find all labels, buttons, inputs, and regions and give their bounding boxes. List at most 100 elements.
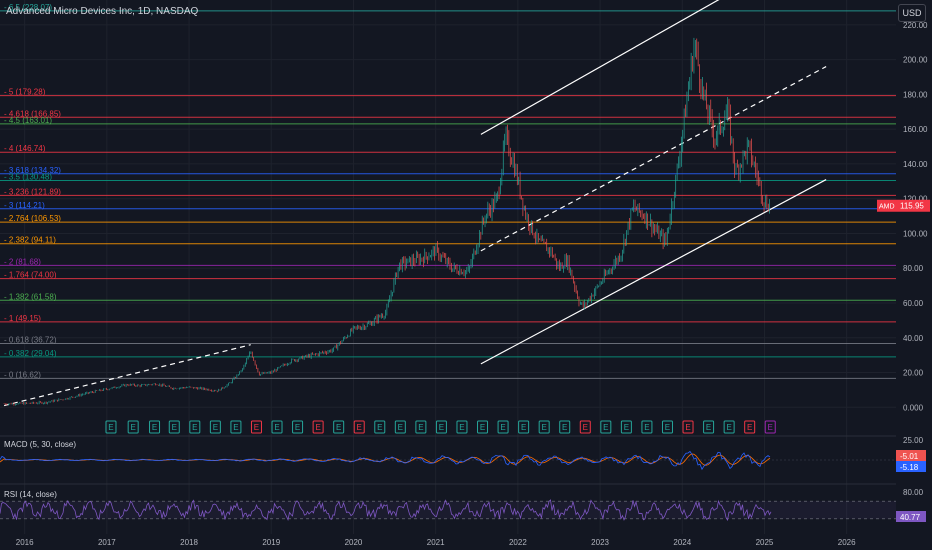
time-axis-tick: 2017 [98, 538, 116, 547]
price-axis-tick: 200.00 [903, 56, 928, 65]
earnings-marker-label: E [357, 423, 362, 432]
fib-level-label: - 4.5 (163.01) [4, 116, 52, 125]
fib-level-label: - 1 (49.15) [4, 314, 41, 323]
rsi-pane: RSI (14, close) [0, 490, 896, 522]
trend-line [480, 66, 827, 252]
currency-button[interactable]: USD [898, 4, 926, 22]
earnings-marker-label: E [706, 423, 711, 432]
earnings-marker-label: E [542, 423, 547, 432]
earnings-marker [292, 420, 304, 434]
earnings-marker-label: E [685, 423, 690, 432]
ticker-tag [877, 199, 896, 212]
earnings-marker [518, 420, 530, 434]
price-candles [3, 37, 771, 406]
fib-level-label: - 2 (81.68) [4, 257, 41, 266]
macd-pane: MACD (5, 30, close) [0, 440, 896, 471]
grid-lines [0, 0, 932, 534]
earnings-marker [538, 420, 550, 434]
time-axis[interactable]: 2016 2017 2018 2019 2020 2021 2022 2023 2024 2025… [0, 534, 932, 550]
price-axis-tick: 20.00 [903, 369, 924, 378]
earnings-marker-label: E [152, 423, 157, 432]
ticker-tag-label: AMD [879, 204, 895, 211]
time-axis-tick: 2022 [509, 538, 527, 547]
earnings-marker [764, 420, 776, 434]
earnings-marker [497, 420, 509, 434]
earnings-marker-label: E [439, 423, 444, 432]
time-axis-tick: 2018 [180, 538, 198, 547]
earnings-marker-label: E [377, 423, 382, 432]
earnings-marker-label: E [768, 423, 773, 432]
price-axis-tick: 60.00 [903, 299, 924, 308]
earnings-marker [477, 420, 489, 434]
earnings-marker [456, 420, 468, 434]
earnings-marker [353, 420, 365, 434]
earnings-marker-label: E [562, 423, 567, 432]
earnings-marker [149, 420, 161, 434]
earnings-marker-label: E [172, 423, 177, 432]
earnings-marker-label: E [521, 423, 526, 432]
earnings-marker-label: E [726, 423, 731, 432]
earnings-marker-label: E [108, 423, 113, 432]
earnings-marker [723, 420, 735, 434]
macd-signal-label: -5.18 [900, 463, 919, 472]
earnings-marker [271, 420, 283, 434]
fib-level-label: - 1.382 (61.58) [4, 292, 57, 301]
earnings-marker [559, 420, 571, 434]
fib-level-label: - 0.618 (36.72) [4, 335, 57, 344]
earnings-marker [744, 420, 756, 434]
earnings-marker-label: E [747, 423, 752, 432]
time-axis-tick: 2020 [345, 538, 363, 547]
earnings-marker [600, 420, 612, 434]
earnings-marker [435, 420, 447, 434]
last-price-label: 115.95 [900, 202, 924, 211]
fib-level-label: - 3.618 (134.32) [4, 166, 61, 175]
price-axis-tick: 220.00 [903, 21, 928, 30]
rsi-title: RSI (14, close) [4, 490, 57, 499]
earnings-marker [641, 420, 653, 434]
fib-level-label: - 0.382 (29.04) [4, 349, 57, 358]
earnings-marker-label: E [500, 423, 505, 432]
earnings-marker-label: E [459, 423, 464, 432]
price-axis-tick: 100.00 [903, 229, 928, 238]
earnings-marker-label: E [583, 423, 588, 432]
fib-level-label: - 4.618 (166.85) [4, 109, 61, 118]
earnings-marker [415, 420, 427, 434]
earnings-marker [127, 420, 139, 434]
macd-value-label: -5.01 [900, 452, 919, 461]
earnings-marker [312, 420, 324, 434]
earnings-marker [333, 420, 345, 434]
fib-level-label: - 2.764 (106.53) [4, 214, 61, 223]
time-axis-tick: 2023 [591, 538, 609, 547]
earnings-marker-label: E [665, 423, 670, 432]
earnings-marker-label: E [315, 423, 320, 432]
chart-title: Advanced Micro Devices Inc, 1D, NASDAQ [6, 6, 199, 17]
earnings-marker [394, 420, 406, 434]
earnings-marker [250, 420, 262, 434]
trend-line [480, 0, 720, 135]
price-axis-tick: 40.00 [903, 334, 924, 343]
price-axis-tick: 0.000 [903, 403, 924, 412]
fib-level-label: - 4 (146.74) [4, 144, 46, 153]
fib-level-label: - 5 (179.28) [4, 88, 46, 97]
earnings-marker-label: E [274, 423, 279, 432]
earnings-marker-label: E [336, 423, 341, 432]
macd-signal-tag [896, 461, 926, 472]
macd-line [0, 450, 771, 471]
fib-level-label: - 6.5 (228.07) [4, 3, 52, 12]
trend-line [3, 344, 251, 407]
earnings-marker-label: E [644, 423, 649, 432]
price-axis-tick: 180.00 [903, 90, 928, 99]
fib-level-label: - 3.5 (130.48) [4, 172, 52, 181]
earnings-marker [168, 420, 180, 434]
earnings-marker-label: E [130, 423, 135, 432]
earnings-marker [209, 420, 221, 434]
time-axis-tick: 2024 [673, 538, 691, 547]
earnings-marker [105, 420, 117, 434]
price-tags: AMD 115.95 -5.01 -5.18 40.77 [877, 199, 930, 522]
earnings-marker-label: E [233, 423, 238, 432]
earnings-marker-label: E [213, 423, 218, 432]
fib-level-label: - 1.764 (74.00) [4, 271, 57, 280]
time-axis-bg [0, 534, 932, 550]
